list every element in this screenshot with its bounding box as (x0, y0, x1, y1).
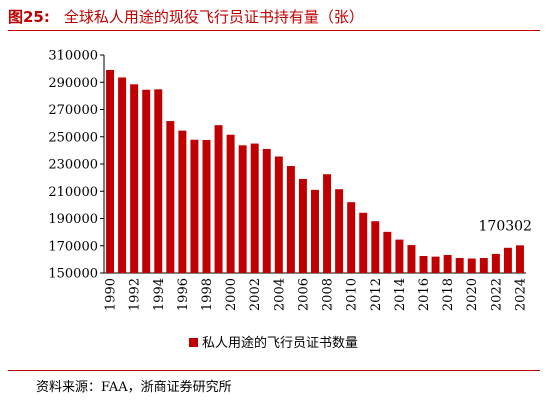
bar-1996 (178, 130, 187, 273)
bar-2014 (395, 239, 404, 273)
bar-2000 (226, 134, 235, 273)
x-tick-label: 2020 (465, 278, 480, 311)
bar-1992 (130, 84, 139, 273)
bar-2011 (359, 212, 368, 273)
bar-1993 (142, 89, 151, 274)
x-tick-label: 2002 (248, 278, 263, 311)
x-tick-label: 2010 (345, 278, 360, 311)
y-tick-label: 270000 (48, 103, 98, 118)
header-divider (8, 30, 540, 31)
bar-2021 (479, 258, 488, 273)
y-tick-label: 290000 (48, 76, 98, 91)
x-tick-label: 1998 (200, 278, 215, 311)
bar-2012 (371, 221, 380, 273)
bar-2018 (443, 255, 452, 273)
y-tick-label: 210000 (48, 185, 98, 200)
bar-2015 (407, 245, 416, 273)
bar-2020 (467, 258, 476, 273)
y-tick-label: 190000 (48, 212, 98, 227)
bar-2001 (238, 145, 247, 273)
x-tick-label: 2012 (369, 278, 384, 311)
figure-label: 图25: (8, 7, 50, 26)
bar-2010 (347, 202, 356, 273)
y-tick-label: 250000 (48, 130, 98, 145)
bar-1991 (118, 77, 127, 273)
bar-2003 (262, 149, 271, 273)
chart-title: 全球私人用途的现役飞行员证书持有量（张） (63, 7, 364, 26)
bar-2005 (286, 166, 295, 273)
x-tick-label: 1996 (176, 278, 191, 311)
figure-header: 图25: 全球私人用途的现役飞行员证书持有量（张） (8, 3, 364, 29)
x-tick-label: 2004 (272, 278, 287, 311)
x-tick-label: 2016 (417, 278, 432, 311)
bar-2024 (515, 245, 524, 273)
data-label-2024: 170302 (479, 218, 532, 234)
bar-1998 (202, 140, 211, 273)
bar-1990 (106, 69, 115, 274)
x-tick-label: 2006 (296, 278, 311, 311)
y-tick-label: 230000 (48, 158, 98, 173)
bar-1999 (214, 125, 223, 273)
x-tick-label: 2014 (393, 278, 408, 311)
bar-2008 (323, 174, 332, 273)
y-tick-label: 310000 (48, 49, 98, 64)
bar-1997 (190, 139, 199, 273)
x-tick-label: 2000 (224, 278, 239, 311)
x-tick-label: 1990 (104, 278, 119, 311)
bar-2006 (298, 178, 307, 273)
x-tick-label: 2018 (441, 278, 456, 311)
y-tick-label: 170000 (48, 239, 98, 254)
y-tick-label: 150000 (48, 267, 98, 282)
bar-2002 (250, 143, 259, 273)
bar-2004 (274, 156, 283, 273)
bar-1994 (154, 89, 163, 273)
bar-2017 (431, 256, 440, 273)
footer-divider (8, 370, 540, 371)
x-tick-label: 2024 (513, 278, 528, 311)
bar-2023 (503, 247, 512, 273)
bar-2022 (491, 253, 500, 273)
x-tick-label: 2022 (489, 278, 504, 311)
bar-2019 (455, 258, 464, 273)
bar-1995 (166, 121, 175, 273)
legend-swatch (189, 338, 198, 347)
legend-label: 私人用途的飞行员证书数量 (202, 335, 358, 351)
bar-2009 (335, 189, 344, 273)
bar-2016 (419, 255, 428, 273)
source-note: 资料来源：FAA，浙商证券研究所 (36, 380, 232, 395)
bar-2007 (311, 189, 319, 273)
x-tick-label: 1992 (128, 278, 143, 311)
x-tick-label: 1994 (152, 278, 167, 311)
x-tick-label: 2008 (321, 278, 336, 311)
bar-2013 (383, 231, 392, 273)
